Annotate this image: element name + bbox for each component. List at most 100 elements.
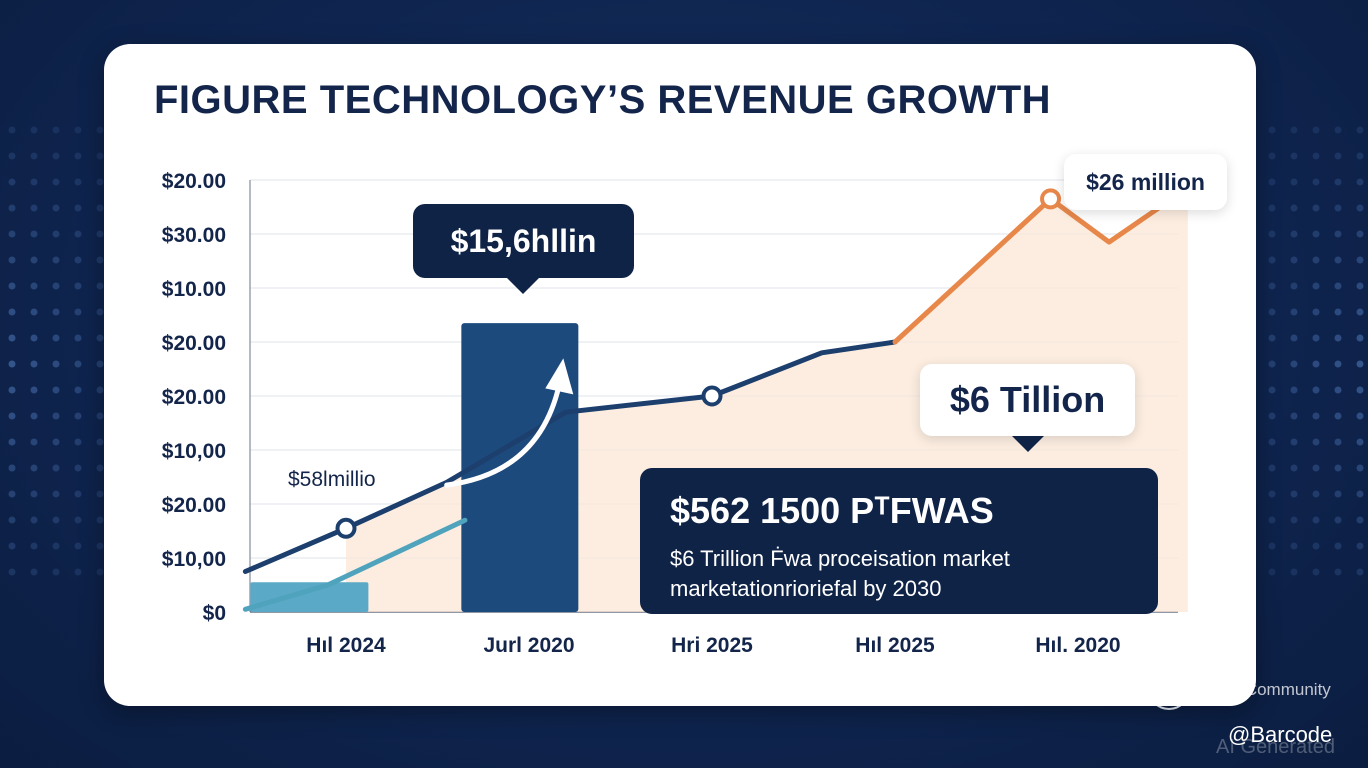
background-dot [96, 256, 104, 264]
background-dot [74, 256, 82, 264]
background-dot [8, 490, 16, 498]
background-dot [1268, 334, 1276, 342]
background-dot [30, 386, 38, 394]
background-dot [1312, 256, 1320, 264]
background-dot [74, 152, 82, 160]
background-dot [1290, 256, 1298, 264]
background-dot [1312, 204, 1320, 212]
y-tick-label: $0 [203, 602, 226, 625]
background-dot [1334, 490, 1342, 498]
background-dot [30, 152, 38, 160]
background-dot [74, 542, 82, 550]
background-dot [74, 308, 82, 316]
background-dot [1334, 282, 1342, 290]
background-dot [8, 308, 16, 316]
background-dot [1268, 230, 1276, 238]
background-dot [1356, 126, 1364, 134]
background-dot [52, 178, 60, 186]
background-dot [8, 568, 16, 576]
chart-title: FIGURE TECHNOLOGY’S REVENUE GROWTH [154, 78, 1052, 122]
background-dot [1334, 204, 1342, 212]
background-dot [52, 308, 60, 316]
background-dot [8, 542, 16, 550]
growth-arrow [444, 381, 562, 488]
background-dot [1290, 282, 1298, 290]
background-dot [1312, 152, 1320, 160]
background-dot [8, 386, 16, 394]
background-dot [1356, 516, 1364, 524]
x-tick-label: Hıl. 2020 [1035, 634, 1120, 657]
background-dot [30, 438, 38, 446]
background-dot [1312, 230, 1320, 238]
background-dot [96, 412, 104, 420]
background-dot [8, 360, 16, 368]
background-dot [74, 490, 82, 498]
background-dot [96, 516, 104, 524]
background-dot [1312, 334, 1320, 342]
callout-tail [1012, 436, 1044, 452]
background-dot [1268, 126, 1276, 134]
background-dot [96, 464, 104, 472]
background-dot [1268, 360, 1276, 368]
background-dot [74, 438, 82, 446]
background-dot [1268, 282, 1276, 290]
market-note-line-1: $6 Trillion Ḟwa proceisation market [670, 546, 1010, 571]
background-dot [1356, 464, 1364, 472]
background-dot [1334, 256, 1342, 264]
background-dot [52, 542, 60, 550]
background-dot [1334, 178, 1342, 186]
background-dot [1290, 490, 1298, 498]
background-dot [52, 334, 60, 342]
background-dot [96, 178, 104, 186]
background-dot [1290, 516, 1298, 524]
background-dot [52, 438, 60, 446]
background-dot [8, 178, 16, 186]
background-dot [96, 360, 104, 368]
background-dot [1334, 386, 1342, 394]
background-dot [30, 568, 38, 576]
background-dot [8, 334, 16, 342]
background-dot [96, 490, 104, 498]
background-dot [1268, 386, 1276, 394]
background-dot [96, 282, 104, 290]
background-dot [8, 516, 16, 524]
background-dot [1312, 282, 1320, 290]
background-dot [74, 464, 82, 472]
background-dot [30, 464, 38, 472]
y-tick-label: $10,00 [162, 548, 226, 571]
background-dot [1356, 412, 1364, 420]
background-dot [1356, 438, 1364, 446]
callout-26-million: $26 million [1064, 154, 1227, 210]
background-dot [74, 282, 82, 290]
background-dot [1356, 490, 1364, 498]
background-dot [52, 204, 60, 212]
background-dot [1290, 126, 1298, 134]
background-dot [96, 308, 104, 316]
series-line-projection [892, 196, 1167, 345]
background-dot [96, 334, 104, 342]
market-note-box: $562 1500 PᵀFWAS $6 Trillion Ḟwa proceis… [640, 468, 1158, 614]
background-dot [1312, 438, 1320, 446]
background-dot [52, 516, 60, 524]
background-dot [1334, 334, 1342, 342]
background-dot [52, 230, 60, 238]
background-dot [96, 230, 104, 238]
y-tick-label: $20.00 [162, 386, 226, 409]
background-dot [1268, 152, 1276, 160]
background-dot [30, 126, 38, 134]
ai-generated-label: AI Generated [1216, 736, 1335, 758]
background-dot [74, 360, 82, 368]
growth-arrow-head [545, 358, 574, 395]
background-dot [1312, 308, 1320, 316]
background-dot [30, 308, 38, 316]
background-dot [52, 360, 60, 368]
background-dot [1312, 386, 1320, 394]
background-dot [1290, 542, 1298, 550]
background-dot [96, 438, 104, 446]
background-dot [8, 412, 16, 420]
background-dot [1356, 204, 1364, 212]
background-dot [8, 464, 16, 472]
y-tick-label: $20.00 [162, 332, 226, 355]
background-dot [30, 256, 38, 264]
background-dot [1356, 178, 1364, 186]
